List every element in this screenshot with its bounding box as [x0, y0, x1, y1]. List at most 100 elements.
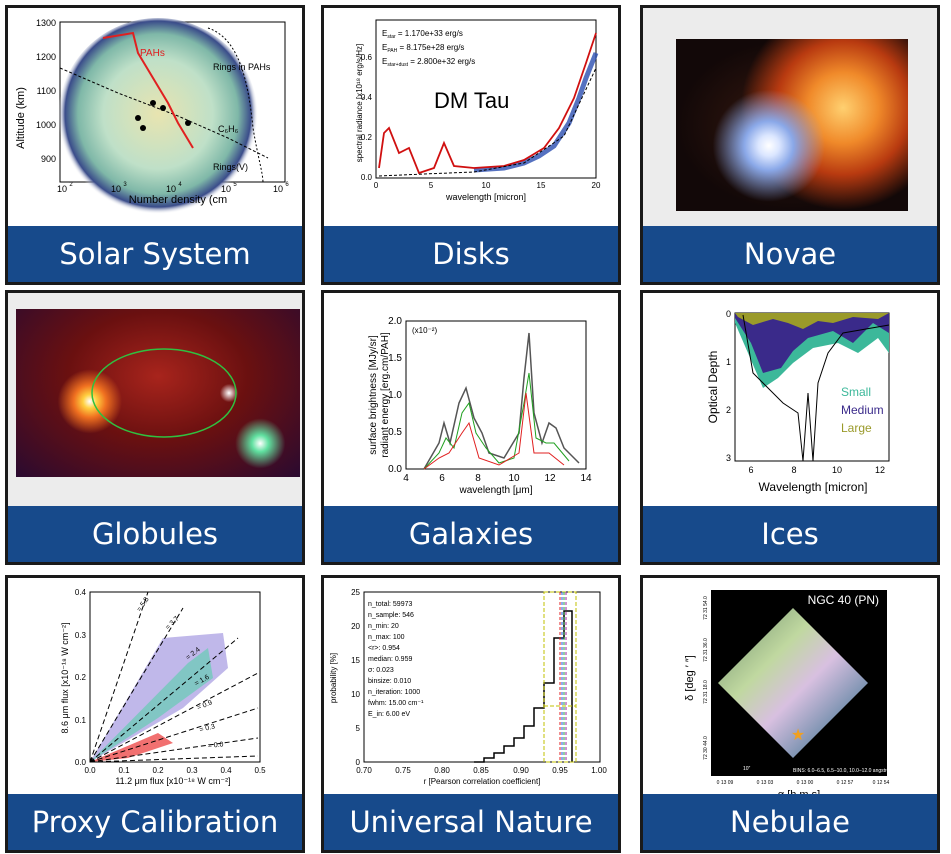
- globules-image: [16, 309, 300, 477]
- svg-text:72 31 18.0: 72 31 18.0: [703, 680, 709, 704]
- svg-text:8.6 μm flux [x10⁻¹⁸ W cm⁻²]: 8.6 μm flux [x10⁻¹⁸ W cm⁻²]: [60, 623, 70, 734]
- svg-text:4: 4: [403, 473, 409, 484]
- tile-disks[interactable]: spectral radiance [x10¹⁸ erg/s/Hz] 0.0 0…: [321, 5, 621, 285]
- svg-text:0.0: 0.0: [84, 766, 96, 775]
- svg-text:n_iteration: 1000: n_iteration: 1000: [368, 689, 420, 696]
- svg-text:0.2: 0.2: [75, 673, 87, 682]
- svg-text:5: 5: [356, 724, 361, 733]
- svg-text:0.5: 0.5: [254, 766, 266, 775]
- svg-text:0.80: 0.80: [434, 766, 450, 775]
- svg-text:1100: 1100: [37, 86, 56, 96]
- svg-text:0 13 00: 0 13 00: [797, 780, 814, 786]
- svg-text:5: 5: [233, 182, 237, 188]
- svg-text:0 13 09: 0 13 09: [717, 780, 734, 786]
- svg-text:spectral radiance [x10¹⁸ erg/s: spectral radiance [x10¹⁸ erg/s/Hz]: [355, 44, 364, 163]
- novae-image: [676, 39, 908, 211]
- svg-text:8: 8: [791, 465, 796, 475]
- svg-text:2.0: 2.0: [388, 316, 402, 327]
- svg-text:15: 15: [537, 181, 546, 190]
- svg-text:<r>: 0.954: <r>: 0.954: [368, 645, 400, 652]
- svg-text:C₆H₆: C₆H₆: [218, 124, 239, 134]
- svg-text:5: 5: [429, 181, 434, 190]
- tile-globules[interactable]: Globules: [5, 290, 305, 565]
- tile-galaxies[interactable]: surface brightness [MJy/sr] radiant ener…: [321, 290, 621, 565]
- svg-text:Estar = 1.170e+33 erg/s: Estar = 1.170e+33 erg/s: [382, 29, 463, 40]
- svg-text:n_max: 100: n_max: 100: [368, 634, 405, 641]
- svg-text:PAHs: PAHs: [140, 48, 165, 59]
- ices-plot: Optical Depth 0 1 2 3 6 8 10 12 Waveleng…: [643, 293, 937, 506]
- svg-text:3: 3: [123, 182, 127, 188]
- svg-text:3: 3: [726, 453, 731, 463]
- galaxies-plot: surface brightness [MJy/sr] radiant ener…: [324, 293, 618, 506]
- svg-text:binsize: 0.010: binsize: 0.010: [368, 678, 411, 685]
- svg-text:0: 0: [374, 181, 379, 190]
- tile-ices[interactable]: Optical Depth 0 1 2 3 6 8 10 12 Waveleng…: [640, 290, 940, 565]
- svg-text:10: 10: [166, 184, 176, 194]
- svg-text:median: 0.959: median: 0.959: [368, 656, 412, 663]
- svg-text:14: 14: [580, 473, 592, 484]
- tile-label: Globules: [8, 506, 302, 562]
- svg-text:0.4: 0.4: [220, 766, 232, 775]
- svg-text:n_sample: 546: n_sample: 546: [368, 612, 414, 619]
- tile-label: Universal Nature: [324, 794, 618, 850]
- universal-nature-plot: probability [%] 0 5 10 15 20 25 0.70 0.7…: [324, 578, 618, 794]
- tile-label: Novae: [643, 226, 937, 282]
- svg-text:0 12 57: 0 12 57: [837, 780, 854, 786]
- svg-text:radiant energy [erg.cm/PAH]: radiant energy [erg.cm/PAH]: [380, 332, 391, 458]
- svg-text:n_total: 59973: n_total: 59973: [368, 601, 412, 608]
- svg-text:σ: 0.023: σ: 0.023: [368, 667, 394, 674]
- svg-text:0.0: 0.0: [361, 173, 373, 182]
- svg-text:1.00: 1.00: [591, 766, 607, 775]
- tile-proxy-calibration[interactable]: 8.6 μm flux [x10⁻¹⁸ W cm⁻²] 0.0 0.1 0.2 …: [5, 575, 305, 853]
- svg-text:10: 10: [482, 181, 491, 190]
- svg-text:12: 12: [544, 473, 556, 484]
- svg-text:Wavelength [micron]: Wavelength [micron]: [759, 480, 868, 494]
- svg-text:= 0.3: = 0.3: [199, 723, 216, 734]
- svg-text:probability [%]: probability [%]: [329, 653, 338, 703]
- svg-text:1200: 1200: [36, 52, 56, 62]
- tile-label: Solar System: [8, 226, 302, 282]
- svg-text:1.5: 1.5: [388, 353, 402, 364]
- svg-text:0 12 54: 0 12 54: [873, 780, 890, 786]
- svg-text:0.3: 0.3: [75, 631, 87, 640]
- svg-text:Optical Depth: Optical Depth: [706, 351, 720, 424]
- svg-text:10″: 10″: [743, 766, 751, 772]
- svg-text:0.75: 0.75: [395, 766, 411, 775]
- svg-text:n_min: 20: n_min: 20: [368, 623, 399, 630]
- svg-text:0.1: 0.1: [118, 766, 130, 775]
- tile-label: Disks: [324, 226, 618, 282]
- tile-solar-system[interactable]: Altitude (km) 1300 1200 1100 1000 900 10…: [5, 5, 305, 285]
- svg-text:10: 10: [351, 690, 360, 699]
- svg-text:10: 10: [111, 184, 121, 194]
- svg-text:4: 4: [178, 182, 182, 188]
- svg-text:0.2: 0.2: [361, 133, 373, 142]
- svg-text:25: 25: [351, 588, 360, 597]
- tile-novae[interactable]: Novae: [640, 5, 940, 285]
- svg-text:1: 1: [726, 357, 731, 367]
- svg-text:NGC 40 (PN): NGC 40 (PN): [808, 593, 879, 607]
- svg-text:1300: 1300: [36, 18, 56, 28]
- tile-nebulae[interactable]: ★ NGC 40 (PN) δ [deg ′ ″] 72 31 54.0 72 …: [640, 575, 940, 853]
- svg-text:(x10⁻²): (x10⁻²): [412, 326, 437, 335]
- svg-text:0.4: 0.4: [75, 588, 87, 597]
- svg-text:72 30 44.0: 72 30 44.0: [703, 736, 709, 760]
- svg-text:BINS: 6.0–6.5, 6.5–10.0, 10.0–: BINS: 6.0–6.5, 6.5–10.0, 10.0–12.0 angst…: [793, 768, 894, 774]
- solar-system-plot: Altitude (km) 1300 1200 1100 1000 900 10…: [8, 8, 302, 226]
- svg-text:11.2 μm flux [x10⁻¹⁸ W cm⁻²]: 11.2 μm flux [x10⁻¹⁸ W cm⁻²]: [115, 776, 230, 786]
- svg-text:0.4: 0.4: [361, 93, 373, 102]
- svg-text:wavelength [μm]: wavelength [μm]: [458, 485, 532, 496]
- titan-image: [58, 18, 258, 218]
- svg-text:10: 10: [57, 184, 67, 194]
- svg-text:6: 6: [748, 465, 753, 475]
- svg-text:20: 20: [592, 181, 601, 190]
- svg-text:fwhm: 15.00 cm⁻¹: fwhm: 15.00 cm⁻¹: [368, 700, 424, 707]
- svg-text:900: 900: [41, 154, 56, 164]
- svg-text:0 13 03: 0 13 03: [757, 780, 774, 786]
- svg-text:72 31 54.0: 72 31 54.0: [703, 596, 709, 620]
- svg-text:1000: 1000: [36, 120, 56, 130]
- svg-text:Large: Large: [841, 421, 872, 435]
- tile-universal-nature[interactable]: probability [%] 0 5 10 15 20 25 0.70 0.7…: [321, 575, 621, 853]
- svg-text:★: ★: [791, 727, 805, 744]
- svg-text:0: 0: [356, 758, 361, 767]
- svg-text:0.70: 0.70: [356, 766, 372, 775]
